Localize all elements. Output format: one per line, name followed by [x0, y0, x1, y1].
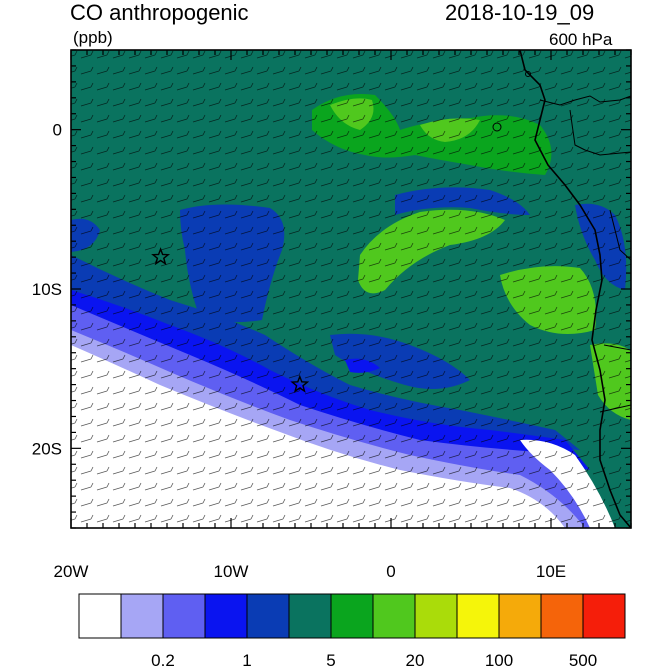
pressure-level: 600 hPa — [549, 30, 613, 49]
colorbar-label: 500 — [569, 651, 597, 667]
lon-tick-label: 10E — [536, 562, 566, 581]
colorbar-label: 0.2 — [151, 651, 175, 667]
colorbar-box — [288, 593, 332, 639]
lon-tick-label: 20W — [54, 562, 89, 581]
colorbar-box — [540, 593, 584, 639]
colorbar-box — [582, 593, 626, 639]
colorbar-box — [246, 593, 290, 639]
colorbar-box — [498, 593, 542, 639]
units-label: (ppb) — [73, 28, 113, 47]
colorbar-box — [162, 593, 206, 639]
colorbar-box — [120, 593, 164, 639]
colorbar-box — [456, 593, 500, 639]
valid-time: 2018-10-19_09 — [445, 0, 595, 25]
colorbar-label: 1 — [242, 651, 251, 667]
lon-tick-label: 0 — [386, 562, 395, 581]
colorbar-box — [372, 593, 416, 639]
axis-ticks — [70, 49, 632, 529]
star-marker-icon — [151, 247, 171, 266]
lat-tick-label: 20S — [32, 439, 62, 458]
latitude-labels: 0 10S 20S — [32, 121, 62, 459]
colorbar-box — [414, 593, 458, 639]
colorbar-box — [204, 593, 248, 639]
colorbar-label: 20 — [406, 651, 425, 667]
map-title: CO anthropogenic — [70, 0, 249, 25]
site-markers — [151, 247, 310, 393]
lat-tick-label: 0 — [53, 121, 62, 140]
colorbar-box — [330, 593, 374, 639]
longitude-labels: 20W 10W 0 10E — [54, 562, 567, 581]
colorbar-label: 100 — [485, 651, 513, 667]
star-marker-icon — [290, 374, 310, 393]
colorbar-label: 5 — [326, 651, 335, 667]
colorbar-labels: 0.2 1 5 20 100 500 — [151, 651, 597, 667]
colorbar — [78, 593, 626, 639]
colorbar-box — [78, 593, 122, 639]
lat-tick-label: 10S — [32, 280, 62, 299]
co-concentration-field — [71, 50, 631, 528]
lon-tick-label: 10W — [214, 562, 249, 581]
